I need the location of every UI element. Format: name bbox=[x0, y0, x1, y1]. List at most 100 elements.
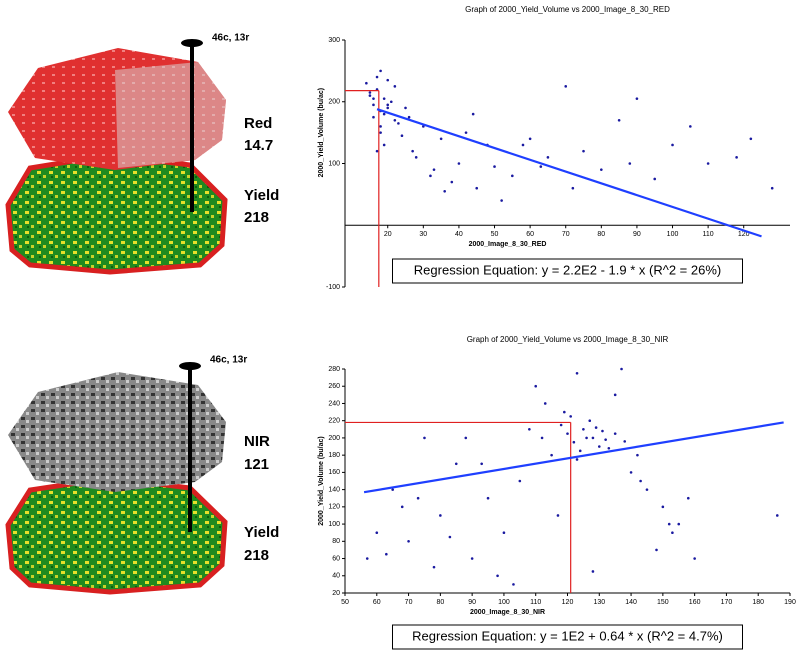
y-tick-label: 20 bbox=[332, 590, 340, 597]
x-axis-label: 2000_Image_8_30_NIR bbox=[470, 609, 545, 616]
y-tick-label: 280 bbox=[328, 366, 340, 373]
point bbox=[493, 165, 496, 168]
point bbox=[518, 479, 522, 483]
point bbox=[667, 522, 671, 526]
point bbox=[566, 432, 569, 435]
point bbox=[386, 103, 390, 107]
point bbox=[604, 438, 607, 441]
regression-line bbox=[363, 421, 784, 494]
point bbox=[582, 149, 585, 153]
point bbox=[382, 143, 386, 147]
point bbox=[470, 557, 474, 560]
point bbox=[601, 429, 604, 433]
equation-box bbox=[392, 624, 743, 650]
point bbox=[386, 106, 390, 110]
x-tick-label: 180 bbox=[752, 599, 764, 606]
x-tick-label: 160 bbox=[689, 599, 701, 606]
x-tick-label: 150 bbox=[657, 599, 669, 606]
x-tick-label: 110 bbox=[703, 231, 714, 238]
point bbox=[534, 384, 538, 388]
point bbox=[439, 137, 443, 141]
x-tick-label: 100 bbox=[498, 599, 510, 606]
point bbox=[423, 436, 426, 440]
point bbox=[689, 125, 692, 128]
x-tick-label: 120 bbox=[738, 231, 750, 238]
equation-box bbox=[392, 258, 743, 284]
point bbox=[382, 112, 386, 116]
point bbox=[686, 496, 690, 500]
point bbox=[448, 535, 452, 539]
x-tick-label: 20 bbox=[384, 231, 392, 238]
point bbox=[607, 446, 611, 450]
point bbox=[671, 143, 674, 147]
x-tick-label: 110 bbox=[530, 599, 541, 606]
x-tick-label: 130 bbox=[593, 599, 605, 606]
point bbox=[443, 189, 446, 193]
point bbox=[749, 137, 753, 141]
point bbox=[432, 168, 436, 171]
point bbox=[559, 423, 563, 427]
regression-equation: Regression Equation: y = 1E2 + 0.64 * x … bbox=[412, 628, 723, 643]
x-tick-label: 120 bbox=[562, 599, 574, 606]
point bbox=[500, 199, 503, 202]
x-tick-label: 50 bbox=[491, 231, 499, 238]
point bbox=[404, 106, 407, 110]
point bbox=[486, 496, 490, 500]
x-tick-label: 140 bbox=[625, 599, 637, 606]
point bbox=[450, 180, 454, 184]
x-tick-label: 70 bbox=[562, 231, 570, 238]
yield-value: 218 bbox=[244, 547, 269, 564]
point bbox=[391, 488, 394, 491]
map-red bbox=[5, 39, 228, 275]
y-tick-label: 220 bbox=[328, 418, 340, 425]
point bbox=[400, 505, 404, 509]
point bbox=[546, 156, 550, 159]
y-tick-label: 160 bbox=[328, 469, 340, 476]
regression-line bbox=[376, 108, 762, 238]
point bbox=[432, 565, 436, 569]
point bbox=[628, 162, 632, 165]
point bbox=[480, 462, 483, 466]
point bbox=[623, 440, 627, 443]
y-tick-label: 140 bbox=[328, 486, 340, 493]
point bbox=[407, 540, 410, 543]
point bbox=[368, 91, 372, 94]
point bbox=[382, 97, 386, 100]
point bbox=[375, 531, 379, 534]
point bbox=[564, 85, 568, 88]
y-tick-label: 100 bbox=[328, 160, 340, 167]
regression-equation: Regression Equation: y = 2.2E2 - 1.9 * x… bbox=[414, 262, 721, 277]
map-label: 46c, 13r bbox=[210, 355, 247, 366]
point bbox=[464, 436, 468, 440]
point bbox=[636, 453, 639, 457]
point bbox=[375, 75, 379, 79]
y-tick-label: 260 bbox=[328, 383, 340, 390]
point bbox=[677, 522, 681, 526]
x-tick-label: 60 bbox=[526, 231, 534, 238]
band-name: Red bbox=[244, 115, 272, 132]
point bbox=[585, 436, 588, 440]
point bbox=[572, 440, 576, 444]
y-tick-label: 200 bbox=[328, 99, 340, 106]
point bbox=[543, 402, 547, 405]
point bbox=[597, 445, 601, 448]
point bbox=[379, 125, 382, 128]
point bbox=[372, 97, 375, 100]
y-tick-label: 60 bbox=[332, 555, 340, 562]
point bbox=[645, 488, 649, 491]
point bbox=[368, 94, 372, 97]
point bbox=[571, 186, 575, 190]
point bbox=[414, 156, 418, 159]
point bbox=[411, 149, 414, 153]
x-tick-label: 50 bbox=[341, 599, 349, 606]
yield-name: Yield bbox=[244, 187, 279, 204]
point bbox=[471, 112, 475, 116]
point bbox=[512, 583, 515, 586]
point bbox=[393, 85, 397, 88]
x-tick-label: 80 bbox=[436, 599, 444, 606]
point bbox=[629, 471, 633, 474]
y-axis-label: 2000_Yield_Volume (bu/ac) bbox=[318, 88, 325, 177]
x-tick-label: 100 bbox=[667, 231, 679, 238]
y-tick-label: 100 bbox=[328, 521, 340, 528]
